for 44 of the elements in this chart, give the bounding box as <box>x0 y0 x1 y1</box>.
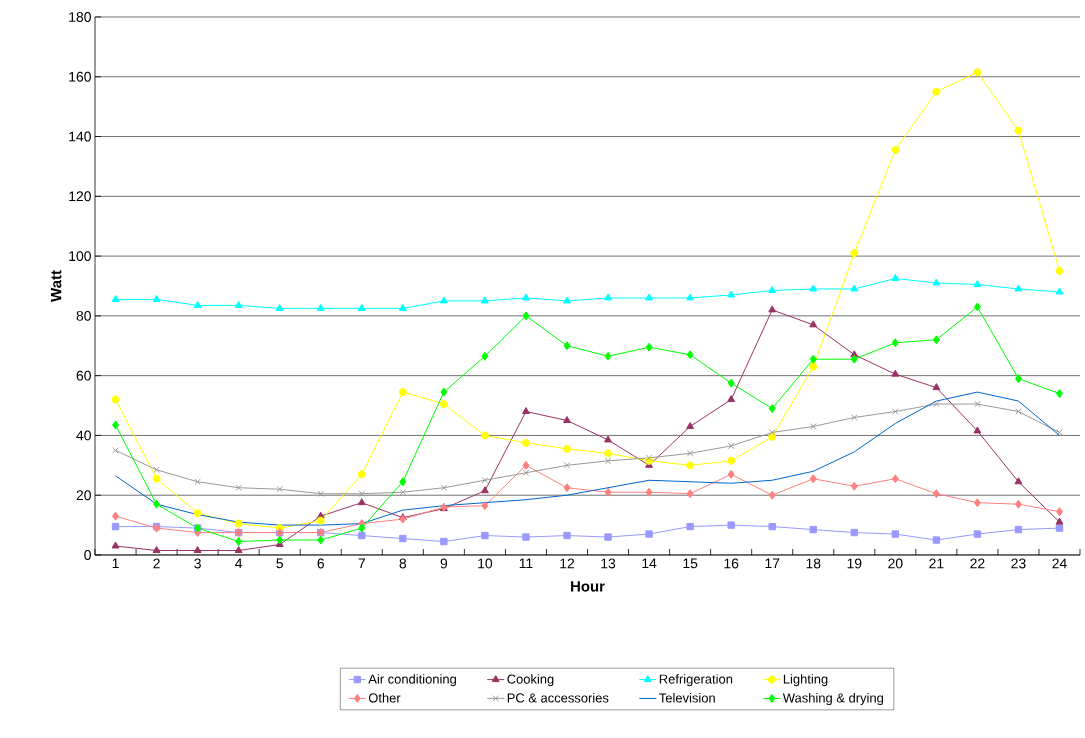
y-tick-label: 100 <box>69 251 91 262</box>
legend-label: Other <box>368 692 401 703</box>
y-tick-label: 0 <box>84 550 91 560</box>
x-tick-label: 17 <box>765 558 780 569</box>
x-tick-label: 23 <box>1011 558 1026 569</box>
y-tick-label: 20 <box>76 490 91 501</box>
legend-label: Cooking <box>507 674 554 687</box>
x-tick-label: 21 <box>929 558 944 569</box>
x-tick-label: 12 <box>560 558 575 569</box>
legend-label: Refrigeration <box>659 674 733 687</box>
x-tick-label: 16 <box>724 558 739 569</box>
x-axis-title: Hour <box>571 581 605 592</box>
y-tick-label: 180 <box>69 12 91 22</box>
x-tick-label: 10 <box>478 558 493 569</box>
y-tick-label: 140 <box>69 131 91 142</box>
x-tick-label: 4 <box>235 558 243 569</box>
legend-label: PC & accessories <box>507 692 609 703</box>
x-tick-label: 11 <box>519 558 533 569</box>
x-tick-label: 5 <box>276 558 283 569</box>
x-tick-label: 15 <box>683 558 698 569</box>
x-tick-label: 19 <box>847 558 862 569</box>
y-tick-label: 40 <box>76 430 91 441</box>
x-tick-label: 3 <box>194 558 201 569</box>
legend-label: Lighting <box>783 674 828 687</box>
x-tick-label: 13 <box>601 558 616 569</box>
y-tick-label: 60 <box>76 370 91 381</box>
y-tick-label: 80 <box>76 310 91 321</box>
legend-label: Washing & drying <box>782 692 883 706</box>
x-tick-label: 18 <box>806 558 821 569</box>
legend-label: Television <box>659 692 715 703</box>
x-tick-label: 24 <box>1052 558 1067 569</box>
x-tick-label: 9 <box>440 558 448 569</box>
x-tick-label: 7 <box>358 558 365 569</box>
y-tick-label: 160 <box>69 71 91 82</box>
y-axis-title: Watt <box>50 270 62 302</box>
x-tick-label: 20 <box>888 558 903 569</box>
legend-label: Air conditioning <box>368 674 456 687</box>
x-tick-label: 6 <box>317 558 324 569</box>
x-tick-label: 2 <box>153 558 160 569</box>
y-tick-label: 120 <box>69 191 91 202</box>
x-tick-label: 8 <box>399 558 407 569</box>
x-tick-label: 14 <box>642 558 657 569</box>
x-tick-label: 22 <box>970 558 985 569</box>
x-tick-label: 1 <box>112 558 119 569</box>
